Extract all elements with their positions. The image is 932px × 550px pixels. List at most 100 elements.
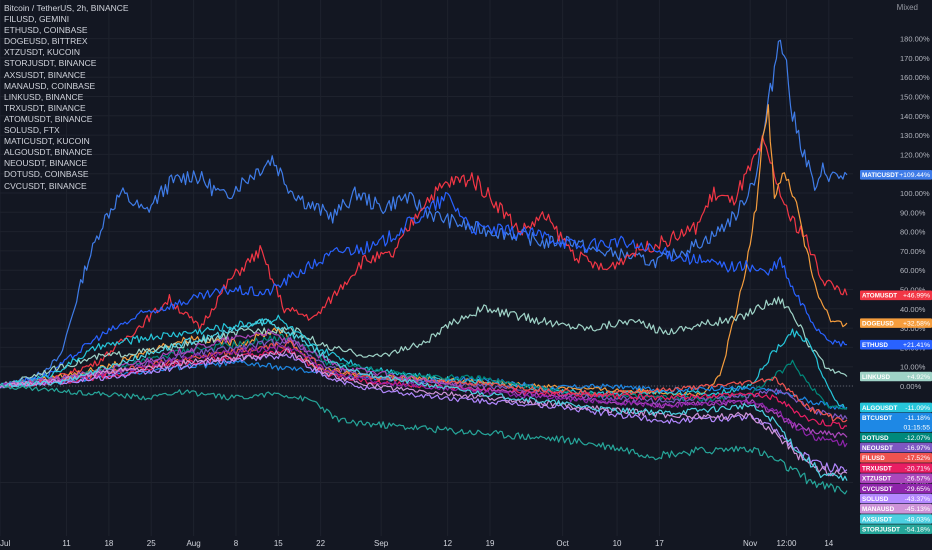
- series-line-atomusdt: [0, 135, 848, 389]
- series-line-storjusdt: [0, 383, 848, 495]
- legend-item[interactable]: DOTUSD, COINBASE: [4, 169, 89, 180]
- badge-value: -17.52%: [905, 455, 930, 462]
- badge-linkusd: LINKUSD +4.92%: [860, 371, 932, 382]
- y-tick-label: 50.00%: [900, 286, 926, 295]
- badge-bg: [860, 318, 932, 328]
- x-tick-label: Aug: [186, 539, 200, 548]
- x-tick-label: 17: [655, 539, 664, 548]
- badge-value: -12.07%: [905, 435, 930, 442]
- legend-item[interactable]: LINKUSD, BINANCE: [4, 91, 84, 102]
- badge-value: +32.58%: [903, 321, 930, 328]
- badge-series-name: NEOUSDT: [862, 445, 893, 452]
- legend-item[interactable]: STORJUSDT, BINANCE: [4, 58, 97, 69]
- badge-btcusdt: BTCUSDT -11.18% 01:15:55: [860, 412, 932, 433]
- badge-value: -20.71%: [905, 465, 930, 472]
- badge-series-name: BTCUSDT: [862, 415, 892, 422]
- legend-main-symbol[interactable]: Bitcoin / TetherUS, 2h, BINANCE: [4, 3, 129, 13]
- series-line-ethusd: [0, 191, 848, 388]
- legend-item[interactable]: NEOUSDT, BINANCE: [4, 158, 88, 169]
- legend-item[interactable]: AXSUSDT, BINANCE: [4, 69, 86, 80]
- badge-series-name: MATICUSDT: [862, 172, 899, 179]
- y-tick-label: 0.00%: [900, 382, 922, 391]
- badge-bg: [860, 473, 932, 484]
- badge-bg: [860, 339, 932, 350]
- badge-bg: [860, 463, 932, 473]
- badge-value: -16.97%: [905, 445, 930, 452]
- badge-maticusdt: MATICUSDT +109.44%: [860, 169, 932, 180]
- badge-atomusdt: ATOMUSDT +46.99%: [860, 290, 932, 301]
- badge-bg: [860, 169, 932, 180]
- badge-bg: [860, 290, 932, 301]
- badge-series-name: DOTUSD: [862, 435, 889, 442]
- legend-item[interactable]: DOGEUSD, BITTREX: [4, 36, 88, 47]
- badge-series-name: DOGEUSD: [862, 321, 894, 328]
- badge-value: -43.37%: [905, 496, 930, 503]
- badge-series-name: FILUSD: [862, 455, 885, 462]
- x-tick-label: Oct: [556, 539, 569, 548]
- legend-item[interactable]: XTZUSDT, KUCOIN: [4, 47, 81, 58]
- legend-item[interactable]: ALGOUSDT, BINANCE: [4, 147, 93, 158]
- badge-series-name: ETHUSD: [862, 342, 888, 349]
- badge-dotusd: DOTUSD -12.07%: [860, 432, 932, 443]
- y-tick-label: 170.00%: [900, 54, 930, 63]
- badge-bg: [860, 412, 932, 433]
- badge-dogeusd: DOGEUSD +32.58%: [860, 318, 932, 328]
- badge-bg: [860, 453, 932, 463]
- x-tick-label: 8: [234, 539, 239, 548]
- badge-series-name: AXSUSDT: [862, 516, 892, 523]
- badge-value: -11.18%: [905, 415, 930, 422]
- badge-value: +4.92%: [907, 374, 930, 381]
- badge-manausd: MANAUSD -45.13%: [860, 504, 932, 514]
- x-tick-label: 14: [824, 539, 833, 548]
- badge-series-name: CVCUSDT: [862, 486, 893, 493]
- badge-value: +46.99%: [903, 293, 930, 300]
- y-tick-label: 80.00%: [900, 228, 926, 237]
- y-tick-label: 90.00%: [900, 208, 926, 217]
- legend-item[interactable]: MANAUSD, COINBASE: [4, 80, 96, 91]
- series-line-neousdt: [0, 336, 848, 421]
- scale-mode-label[interactable]: Mixed: [896, 3, 918, 12]
- legend-item[interactable]: ATOMUSDT, BINANCE: [4, 113, 93, 124]
- badge-series-name: TRXUSDT: [862, 465, 892, 472]
- y-tick-label: 10.00%: [900, 363, 926, 372]
- x-axis: Jul 11 18 25 Aug 8 15 22 Sep 12 19 Oct 10 17 Nov 12:00 1…: [0, 539, 834, 548]
- chart-grid: [0, 0, 853, 536]
- y-tick-label: 150.00%: [900, 93, 930, 102]
- x-tick-label: 25: [147, 539, 156, 548]
- x-tick-label: 18: [104, 539, 113, 548]
- y-tick-label: 140.00%: [900, 112, 930, 121]
- badge-value: +109.44%: [899, 172, 930, 179]
- badge-series-name: STORJUSDT: [862, 527, 900, 534]
- legend-item[interactable]: MATICUSDT, KUCOIN: [4, 136, 90, 147]
- chart-legend: Bitcoin / TetherUS, 2h, BINANCE FILUSD, …: [4, 3, 129, 192]
- y-tick-label: 160.00%: [900, 73, 930, 82]
- badge-bg: [860, 483, 932, 494]
- badge-filusd: FILUSD -17.52%: [860, 453, 932, 463]
- badge-ethusd: ETHUSD +21.41%: [860, 339, 932, 350]
- legend-item[interactable]: ETHUSD, COINBASE: [4, 25, 88, 36]
- badge-series-name: MANAUSD: [862, 506, 895, 513]
- series-line-cvcusdt: [0, 344, 848, 448]
- y-tick-label: 130.00%: [900, 131, 930, 140]
- x-tick-label: 11: [62, 539, 71, 548]
- legend-item[interactable]: TRXUSDT, BINANCE: [4, 102, 86, 113]
- badge-value: -45.13%: [905, 506, 930, 513]
- x-tick-label: 10: [613, 539, 622, 548]
- badge-countdown: 01:15:55: [904, 425, 931, 432]
- badge-algousdt: ALGOUSDT -11.09%: [860, 402, 932, 413]
- x-tick-label: 12:00: [776, 539, 797, 548]
- legend-item[interactable]: CVCUSDT, BINANCE: [4, 180, 87, 191]
- badge-value: -49.03%: [905, 516, 930, 523]
- legend-item[interactable]: SOLUSD, FTX: [4, 125, 60, 136]
- x-tick-label: 15: [274, 539, 283, 548]
- badge-bg: [860, 402, 932, 413]
- badge-series-name: ALGOUSDT: [862, 405, 897, 412]
- badge-bg: [860, 504, 932, 514]
- series-line-solusd: [0, 352, 848, 473]
- x-tick-label: 12: [443, 539, 452, 548]
- x-tick-label: Sep: [374, 539, 389, 548]
- y-tick-label: 40.00%: [900, 305, 926, 314]
- badge-trxusdt: TRXUSDT -20.71%: [860, 463, 932, 473]
- legend-item[interactable]: FILUSD, GEMINI: [4, 14, 70, 25]
